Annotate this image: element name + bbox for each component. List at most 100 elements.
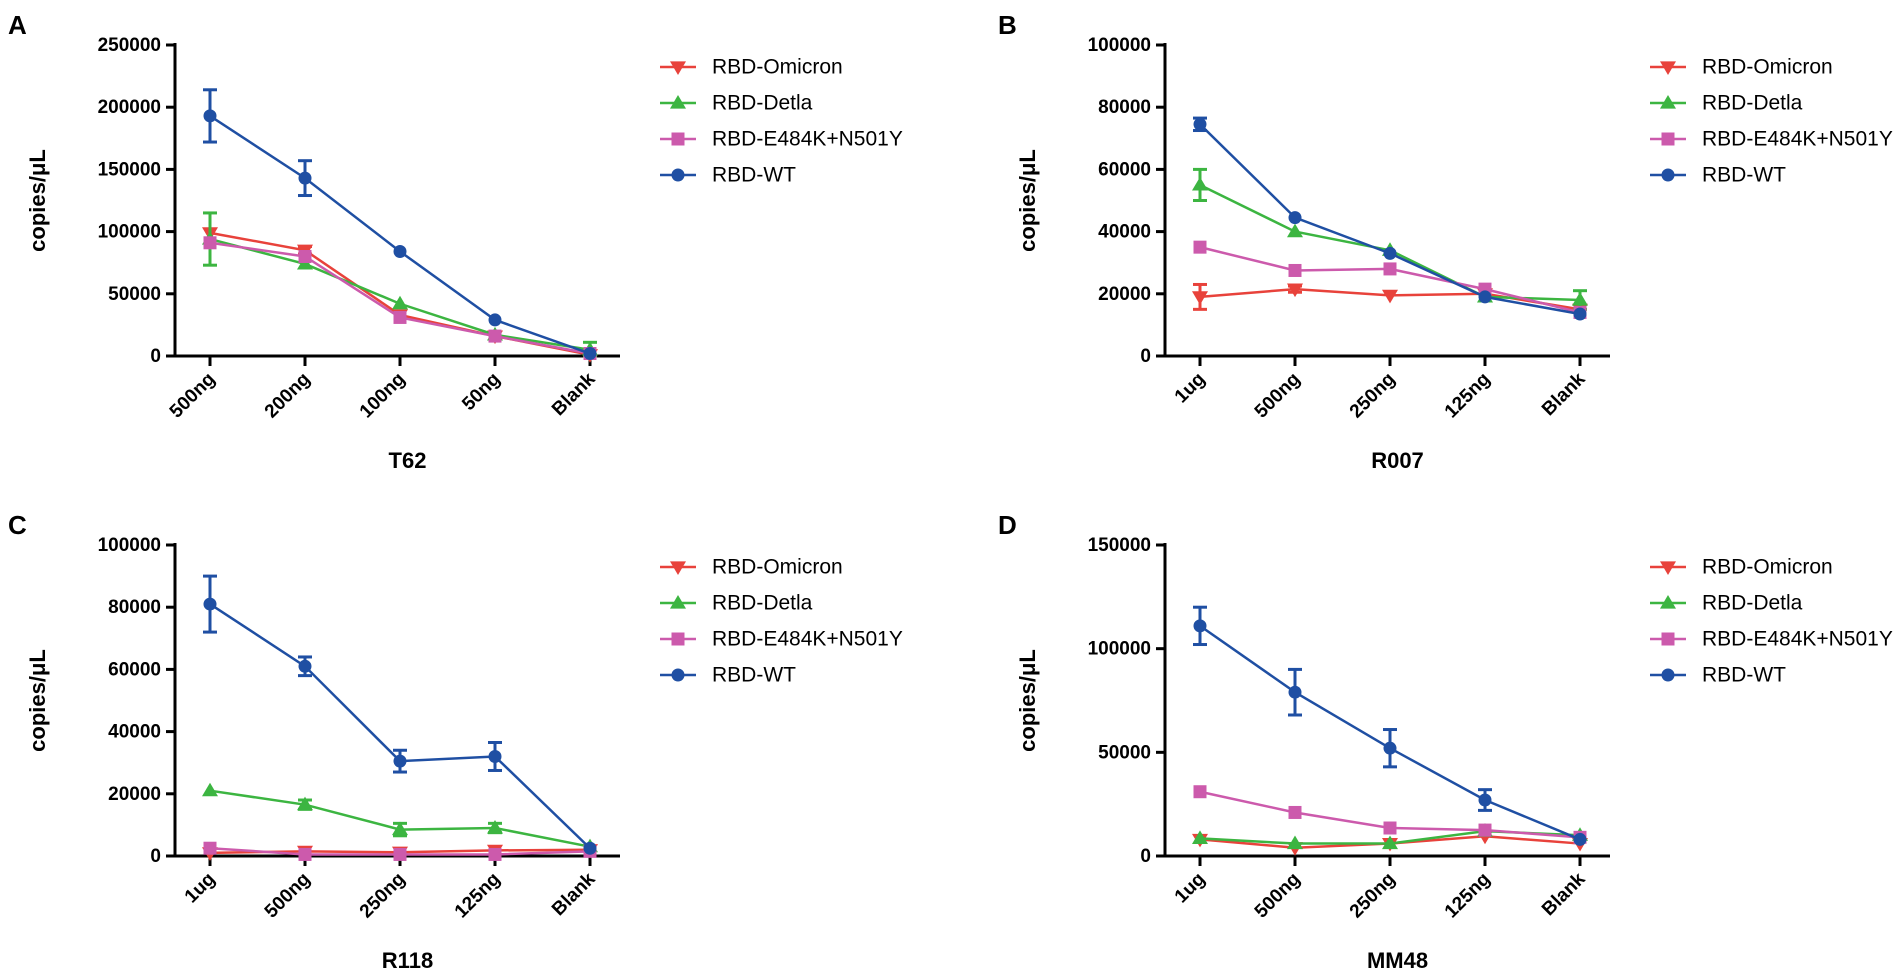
legend-entry: RBD-Omicron [660, 556, 843, 579]
x-axis-title: T62 [389, 448, 427, 473]
legend-entry: RBD-WT [1650, 664, 1786, 687]
y-tick-label: 80000 [108, 597, 161, 618]
y-axis-title: copies/μL [25, 649, 50, 752]
series-rbd-wt [203, 88, 597, 361]
legend-marker [1660, 595, 1676, 609]
data-point [488, 329, 502, 343]
x-axis-title: R007 [1371, 448, 1424, 473]
y-tick-label: 20000 [108, 784, 161, 805]
data-point [1383, 821, 1397, 835]
data-point [297, 796, 313, 811]
data-point [1192, 291, 1208, 305]
series-rbd-e484k-n501y [203, 236, 597, 361]
x-tick-label: 250ng [1346, 869, 1400, 923]
y-tick-label: 200000 [98, 97, 161, 118]
series-rbd-wt [1193, 116, 1587, 321]
legend-marker [1661, 668, 1675, 682]
y-tick-label: 40000 [108, 722, 161, 743]
y-tick-label: 40000 [1098, 222, 1151, 243]
legend-entry: RBD-Detla [1650, 92, 1803, 115]
x-tick-label: 500ng [1251, 369, 1305, 423]
data-point [487, 820, 503, 834]
legend-entry: RBD-Detla [660, 92, 813, 115]
legend-entry: RBD-Omicron [1650, 56, 1833, 79]
x-tick-label: Blank [1538, 868, 1590, 920]
data-point [488, 749, 502, 763]
legend-entry: RBD-Omicron [1650, 556, 1833, 579]
data-point [583, 841, 597, 855]
y-tick-label: 100000 [98, 535, 161, 556]
data-point [298, 249, 312, 263]
x-tick-label: 125ng [1441, 869, 1495, 923]
series-rbd-e484k-n501y [1193, 785, 1587, 844]
data-point [1193, 117, 1207, 131]
y-axis-title: copies/μL [1015, 149, 1040, 252]
data-point [1287, 283, 1303, 298]
panel-letter: B [998, 10, 1017, 40]
y-tick-label: 60000 [108, 659, 161, 680]
x-axis-title: MM48 [1367, 948, 1428, 973]
data-point [1573, 832, 1587, 846]
legend-marker [671, 668, 685, 682]
panel-letter: D [998, 510, 1017, 540]
data-point [298, 659, 312, 673]
legend-label: RBD-WT [1702, 164, 1786, 187]
y-tick-label: 50000 [108, 284, 161, 305]
data-point [203, 841, 217, 855]
data-point [393, 310, 407, 324]
chart-panel-d: D 0 50000 100000 150000 1ug 500ng 250ng 125ng Bla… [998, 510, 1893, 973]
legend-marker [670, 595, 686, 609]
y-tick-label: 50000 [1098, 742, 1151, 763]
y-tick-label: 100000 [98, 222, 161, 243]
legend-label: RBD-Detla [712, 92, 813, 115]
chart-panel-c: C 0 20000 40000 60000 80000 100000 1ug 500ng 250n… [8, 510, 903, 973]
data-point [1288, 211, 1302, 225]
legend-entry: RBD-E484K+N501Y [1650, 128, 1893, 151]
legend-marker [1661, 632, 1675, 646]
legend-label: RBD-Detla [712, 592, 813, 615]
data-point [1288, 685, 1302, 699]
panel-letter: C [8, 510, 27, 540]
data-point [1572, 292, 1588, 306]
data-point [1382, 835, 1398, 850]
legend-label: RBD-E484K+N501Y [712, 628, 903, 651]
x-tick-label: 1ug [1171, 369, 1210, 408]
x-tick-label: 500ng [166, 369, 220, 423]
legend-entry: RBD-WT [660, 164, 796, 187]
y-tick-label: 0 [1140, 346, 1151, 367]
legend-entry: RBD-WT [1650, 164, 1786, 187]
legend-label: RBD-Omicron [712, 56, 843, 79]
x-tick-label: Blank [1538, 368, 1590, 420]
legend-marker [1660, 561, 1676, 575]
x-tick-label: 500ng [261, 869, 315, 923]
data-point [488, 847, 502, 861]
x-tick-label: 500ng [1251, 869, 1305, 923]
y-tick-label: 0 [150, 846, 161, 867]
legend-marker [1661, 132, 1675, 146]
data-point [393, 245, 407, 259]
legend-entry: RBD-E484K+N501Y [660, 128, 903, 151]
legend-entry: RBD-Detla [660, 592, 813, 615]
data-point [1288, 805, 1302, 819]
data-point [203, 597, 217, 611]
legend-entry: RBD-Omicron [660, 56, 843, 79]
y-tick-label: 150000 [1088, 535, 1151, 556]
legend-entry: RBD-E484K+N501Y [1650, 628, 1893, 651]
x-tick-label: 100ng [356, 369, 410, 423]
y-tick-label: 100000 [1088, 35, 1151, 56]
series-line [209, 603, 591, 850]
series-rbd-wt [203, 574, 597, 855]
x-tick-label: 250ng [1346, 369, 1400, 423]
x-tick-label: 1ug [1171, 869, 1210, 908]
legend-label: RBD-Detla [1702, 592, 1803, 615]
legend-label: RBD-Omicron [1702, 556, 1833, 579]
data-point [1287, 835, 1303, 850]
data-point [1288, 263, 1302, 277]
legend-label: RBD-Detla [1702, 92, 1803, 115]
data-point [1192, 176, 1208, 191]
y-axis-title: copies/μL [1015, 649, 1040, 752]
series-line [209, 789, 591, 848]
y-tick-label: 250000 [98, 35, 161, 56]
legend-marker [1660, 61, 1676, 75]
